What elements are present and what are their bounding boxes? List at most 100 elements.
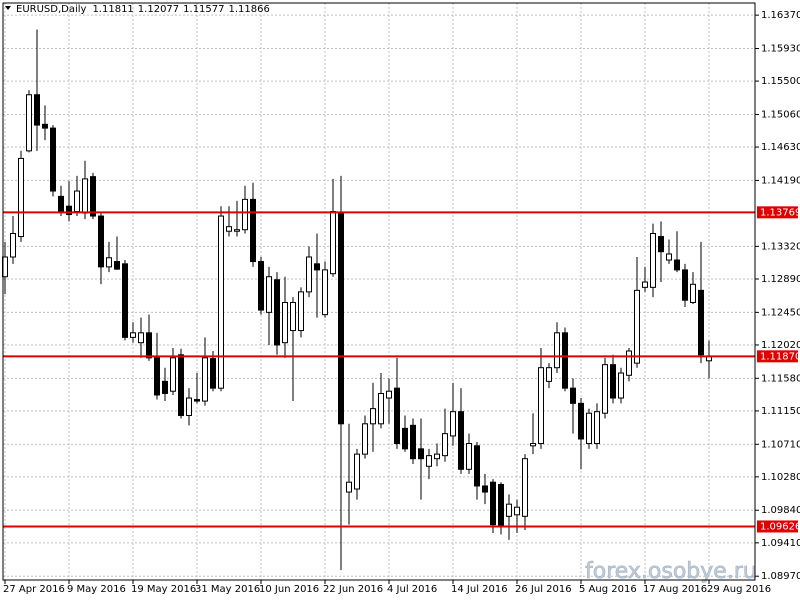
level-label: 1.09626 (760, 521, 800, 532)
candle-body (394, 387, 400, 445)
y-tick-label: 1.16370 (761, 10, 800, 21)
candle-body (258, 261, 264, 311)
candles (2, 29, 712, 571)
candle-body (250, 198, 256, 263)
candle-body (34, 94, 40, 126)
candle-body (186, 397, 192, 416)
candle-body (330, 211, 336, 275)
candle-body (634, 289, 640, 364)
y-tick-label: 1.12020 (761, 340, 800, 351)
candle-body (66, 205, 72, 216)
candle-body (10, 232, 16, 258)
candle-body (298, 291, 304, 332)
candle-body (690, 283, 696, 303)
high-value: 1.12077 (138, 4, 179, 15)
candle-body (202, 357, 208, 402)
x-tick-label: 19 May 2016 (131, 584, 196, 595)
candle-body (282, 301, 288, 344)
candle-body (378, 392, 384, 425)
candle-body (650, 232, 656, 288)
x-tick-label: 17 Aug 2016 (643, 584, 707, 595)
candle-body (82, 178, 88, 214)
candle-body (546, 367, 552, 382)
candle-body (370, 408, 376, 425)
candle-body (242, 198, 248, 231)
candle-body (226, 226, 232, 232)
candle-body (18, 157, 24, 238)
candle-body (322, 269, 328, 316)
candle-body (418, 448, 424, 460)
candle-body (482, 485, 488, 493)
candle-body (658, 236, 664, 253)
candle-body (346, 481, 352, 493)
candle-body (354, 453, 360, 490)
y-tick-label: 1.15930 (761, 43, 800, 54)
candle-body (666, 253, 672, 261)
grid (3, 3, 755, 580)
candle-body (194, 399, 200, 402)
x-tick-label: 10 Jun 2016 (259, 584, 319, 595)
open-value: 1.11811 (92, 4, 133, 15)
candle-body (90, 176, 96, 217)
x-tick-label: 29 Aug 2016 (707, 584, 771, 595)
candle-body (386, 390, 392, 399)
low-value: 1.11577 (183, 4, 224, 15)
y-tick-label: 1.15060 (761, 109, 800, 120)
candle-body (170, 357, 176, 392)
candle-body (290, 301, 296, 332)
candle-body (490, 481, 496, 526)
candle-body (594, 411, 600, 445)
level-label-box (757, 520, 798, 533)
candle-body (426, 455, 432, 467)
x-tick-label: 31 May 2016 (195, 584, 260, 595)
candle-body (274, 279, 280, 346)
candle-body (266, 276, 272, 313)
level-label: 1.11870 (760, 351, 800, 362)
y-tick-label: 1.14630 (761, 142, 800, 153)
candle-body (498, 483, 504, 528)
candle-body (554, 332, 560, 369)
candle-body (234, 229, 240, 232)
y-tick-label: 1.12450 (761, 307, 800, 318)
candle-body (514, 506, 520, 516)
level-label-box (757, 206, 798, 219)
x-tick-label: 5 Aug 2016 (579, 584, 637, 595)
symbol: EURUSD,Daily (16, 4, 87, 15)
candle-body (442, 433, 448, 457)
y-tick-label: 1.11580 (761, 373, 800, 384)
chart-header: EURUSD,Daily 1.11811 1.12077 1.11577 1.11866 (16, 4, 270, 15)
y-tick-label: 1.10280 (761, 472, 800, 483)
levels: 1.13769 1.11870 1.09626 (3, 206, 800, 533)
candle-body (466, 443, 472, 470)
candle-body (178, 354, 184, 416)
level-label: 1.13769 (760, 207, 800, 218)
candle-body (402, 427, 408, 450)
candle-body (642, 281, 648, 288)
candle-body (450, 411, 456, 437)
x-tick-label: 26 Jul 2016 (515, 584, 572, 595)
x-tick-label: 22 Jun 2016 (323, 584, 383, 595)
plot-frame (2, 2, 756, 581)
candle-body (562, 332, 568, 389)
candle-body (98, 215, 104, 268)
y-tick-label: 1.14190 (761, 175, 800, 186)
candle-body (474, 445, 480, 487)
candle-body (122, 263, 128, 338)
candle-body (314, 263, 320, 271)
candle-body (610, 364, 616, 399)
y-tick-label: 1.12890 (761, 274, 800, 285)
candle-body (42, 123, 48, 129)
candle-body (210, 358, 216, 389)
candle-body (538, 367, 544, 445)
candle-body (434, 453, 440, 460)
candle-body (130, 332, 136, 338)
x-tick-label: 27 Apr 2016 (3, 584, 65, 595)
candle-body (458, 411, 464, 470)
candle-body (602, 364, 608, 414)
candle-body (162, 380, 168, 394)
candle-body (522, 458, 528, 517)
candle-body (618, 372, 624, 399)
candle-body (58, 195, 64, 213)
